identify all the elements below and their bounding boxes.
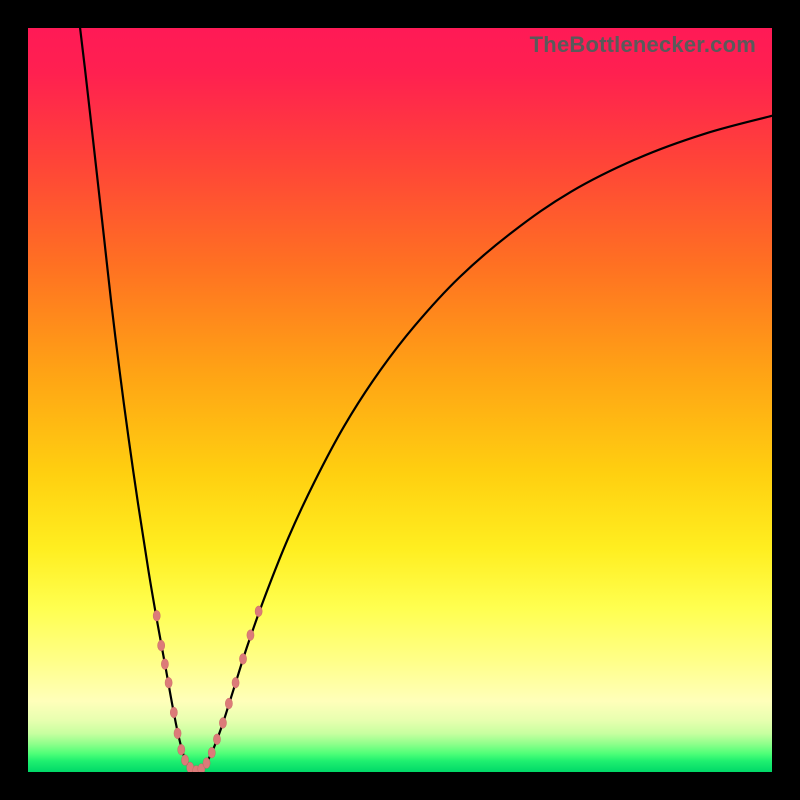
data-marker (232, 677, 239, 688)
plot-area (28, 28, 772, 772)
data-marker (208, 747, 215, 758)
data-marker (255, 606, 262, 617)
bottleneck-curve-left (80, 28, 196, 772)
chart-frame: TheBottlenecker.com (0, 0, 800, 800)
data-marker (213, 734, 220, 745)
data-marker (153, 610, 160, 621)
data-marker (239, 654, 246, 665)
data-marker (219, 717, 226, 728)
data-marker (247, 630, 254, 641)
data-marker (174, 728, 181, 739)
watermark-text: TheBottlenecker.com (530, 32, 756, 58)
data-marker (170, 707, 177, 718)
curves-svg (28, 28, 772, 772)
data-marker (165, 677, 172, 688)
data-marker (225, 698, 232, 709)
data-marker (203, 758, 210, 769)
bottleneck-curve-right (196, 116, 772, 772)
data-marker (178, 744, 185, 755)
data-marker (161, 659, 168, 670)
data-marker (158, 640, 165, 651)
